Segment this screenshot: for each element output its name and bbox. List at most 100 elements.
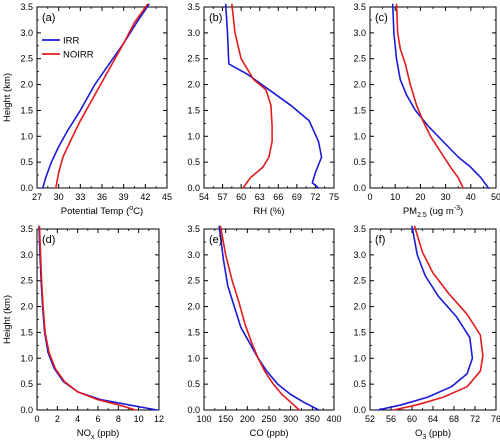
panel-label: (d) [42,234,55,246]
panel-label: (c) [375,12,388,24]
y-tick-label: 3.5 [187,224,200,234]
y-tick-label: 2.0 [353,80,366,90]
series-line-noirr [54,3,149,189]
x-tick-label: 72 [470,414,480,424]
y-tick-label: 0.5 [20,157,33,167]
y-tick-label: 0.5 [353,157,366,167]
panel-4: 0 2 4 6 8 10 12 0.0 0.5 1.0 1.5 2.0 2.5 3.0 3.5 (d) NOx … [2,224,164,441]
y-tick-label: 1.5 [353,327,366,337]
panel-label: (e) [209,234,222,246]
x-tick-label: 76 [491,414,500,424]
y-tick-label: 1.5 [20,327,33,337]
x-tick-label: 400 [326,414,341,424]
x-tick-label: 27 [32,192,42,202]
series-line-noirr [38,225,137,411]
series-line-noirr [392,225,484,411]
panel-label: (b) [209,12,222,24]
x-tick-label: 300 [283,414,298,424]
series-line-irr [41,3,150,189]
y-tick-label: 3.5 [187,2,200,12]
y-tick-label: 1.5 [187,327,200,337]
x-tick-label: 45 [162,192,172,202]
x-tick-label: 75 [329,192,339,202]
x-tick-label: 100 [196,414,211,424]
series-line-noirr [219,225,301,411]
y-tick-label: 3.5 [20,2,33,12]
x-tick-label: 12 [154,414,164,424]
x-tick-label: 36 [97,192,107,202]
y-tick-label: 3.0 [20,28,33,38]
y-tick-label: 0.5 [20,379,33,389]
x-tick-label: 57 [218,192,228,202]
y-tick-label: 0.0 [187,183,200,193]
legend: IRR NOIRR [42,36,94,61]
panel-5: 100 150 200 250 300 350 400 0.0 0.5 1.0 1.5 2.0 2.5 3… [187,224,341,439]
x-tick-label: 33 [75,192,85,202]
y-tick-label: 2.5 [353,276,366,286]
series-line-irr [377,225,474,411]
x-tick-label: 6 [95,414,100,424]
y-tick-label: 2.5 [353,54,366,64]
x-tick-label: 54 [199,192,209,202]
y-tick-label: 2.5 [20,276,33,286]
y-tick-label: 2.0 [187,80,200,90]
y-tick-label: 3.0 [20,250,33,260]
y-tick-label: 2.5 [187,276,200,286]
y-tick-label: 3.0 [353,28,366,38]
x-tick-label: 350 [305,414,320,424]
y-tick-label: 0.0 [20,405,33,415]
panel-1: 27 30 33 36 39 42 45 0.0 0.5 1.0 1.5 2.0 2.5 3.0 3.5 (a… [2,2,172,217]
legend-label-irr: IRR [63,36,80,47]
x-tick-label: 40 [466,192,476,202]
panel-2: 54 57 60 63 66 69 72 75 0.0 0.5 1.0 1.5 2.0 2.5 3.0 3.5… [187,2,339,217]
x-tick-label: 20 [415,192,425,202]
x-tick-label: 52 [365,414,375,424]
series-line-noirr [395,3,465,189]
y-tick-label: 1.0 [20,131,33,141]
x-tick-label: 56 [386,414,396,424]
y-tick-label: 1.5 [187,105,200,115]
y-axis-label: Height (km) [2,295,13,344]
x-tick-label: 0 [34,414,39,424]
y-tick-label: 2.5 [187,54,200,64]
x-tick-label: 64 [428,414,438,424]
x-axis-label: PM2.5 (ug m-3) [403,205,463,219]
series-line-irr [391,3,490,189]
x-tick-label: 39 [119,192,129,202]
y-tick-label: 2.0 [20,302,33,312]
x-tick-label: 50 [491,192,500,202]
y-tick-label: 1.0 [353,353,366,363]
series-line-noirr [231,3,273,189]
series-line-irr [218,225,320,411]
y-tick-label: 2.0 [353,302,366,312]
y-tick-label: 3.5 [20,224,33,234]
y-tick-label: 1.5 [20,105,33,115]
y-tick-label: 3.5 [353,224,366,234]
x-axis-label: CO (ppb) [249,428,288,439]
x-tick-label: 10 [390,192,400,202]
x-tick-label: 72 [310,192,320,202]
legend-label-noirr: NOIRR [63,50,94,61]
x-tick-label: 2 [55,414,60,424]
plot-frame [369,6,497,189]
x-tick-label: 66 [273,192,283,202]
y-tick-label: 1.0 [187,131,200,141]
y-tick-label: 0.0 [187,405,200,415]
y-tick-label: 0.5 [353,379,366,389]
x-tick-label: 68 [449,414,459,424]
x-tick-label: 30 [441,192,451,202]
y-tick-label: 0.0 [353,405,366,415]
y-tick-label: 0.0 [20,183,33,193]
y-tick-label: 1.0 [20,353,33,363]
x-axis-label: NOx (ppb) [77,428,120,441]
y-tick-label: 1.0 [187,353,200,363]
panel-6: 52 56 60 64 68 72 76 0.0 0.5 1.0 1.5 2.0 2.5 3.0 3.5 (f… [353,224,500,441]
y-tick-label: 1.5 [353,105,366,115]
y-axis-label: Height (km) [2,73,13,122]
x-tick-label: 30 [54,192,64,202]
panel-label: (a) [42,12,55,24]
y-tick-label: 2.0 [20,80,33,90]
x-axis-label: RH (%) [253,206,284,217]
x-axis-label: O3 (ppb) [415,428,451,441]
